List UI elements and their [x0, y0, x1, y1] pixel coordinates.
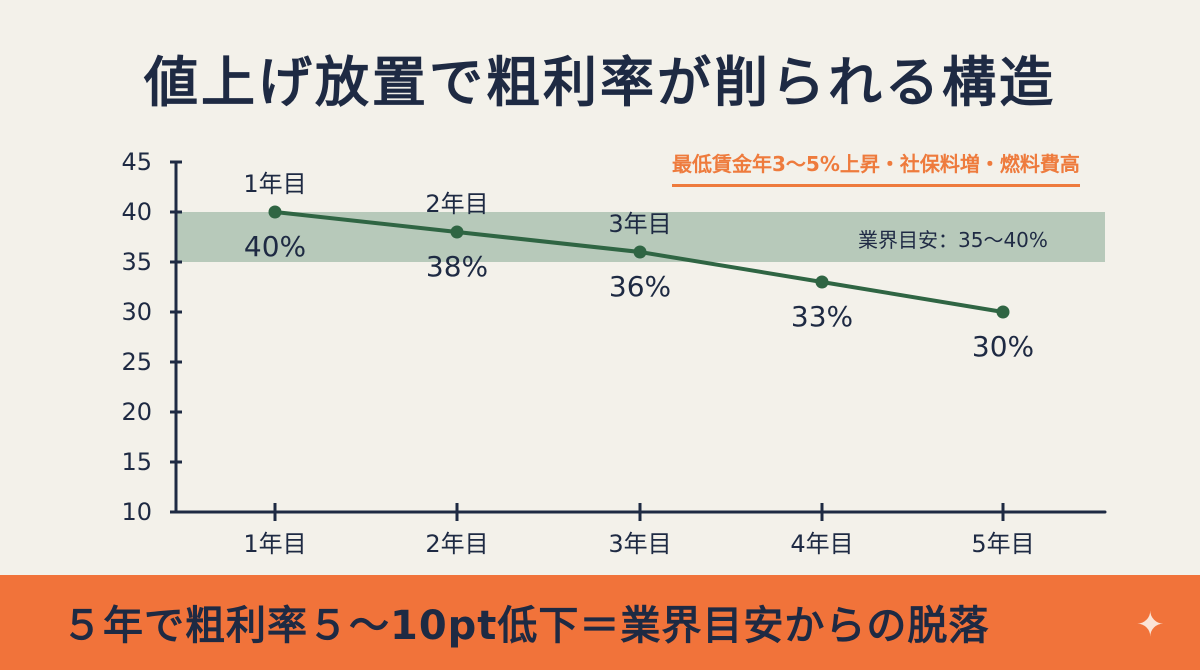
x-tick-label: 1年目	[243, 530, 306, 558]
y-tick-label: 20	[121, 398, 152, 426]
point-year-label: 3年目	[608, 210, 671, 238]
band-label: 業界目安：35～40%	[858, 228, 1048, 252]
y-tick-label: 15	[121, 448, 152, 476]
data-label: 36%	[609, 270, 671, 303]
y-tick-label: 40	[121, 198, 152, 226]
data-label: 33%	[791, 300, 853, 333]
data-label: 30%	[972, 330, 1034, 363]
chart-title: 値上げ放置で粗利率が削られる構造	[144, 51, 1056, 114]
cost-pressure-note: 最低賃金年3～5%上昇・社保料増・燃料費高	[672, 148, 1080, 187]
line-chart: 10 15 20 25 30 35 40 45 1年目 2年目 3年目 4年目 5年目 40% 38% 36%…	[121, 148, 1107, 558]
data-point	[450, 225, 464, 239]
x-tick-label: 5年目	[971, 530, 1034, 558]
summary-text: ５年で粗利率５～10pt低下＝業界目安からの脱落	[62, 603, 990, 649]
x-tick-label: 4年目	[790, 530, 853, 558]
y-tick-label: 45	[121, 148, 152, 176]
data-point	[815, 275, 829, 289]
data-point	[633, 245, 647, 259]
point-year-label: 1年目	[243, 170, 306, 198]
y-tick-label: 10	[121, 498, 152, 526]
sparkle-icon: ✦	[1136, 605, 1165, 645]
y-tick-label: 35	[121, 248, 152, 276]
data-point	[268, 205, 282, 219]
y-tick-label: 30	[121, 298, 152, 326]
data-point	[996, 305, 1010, 319]
data-label: 38%	[426, 250, 488, 283]
summary-banner: ５年で粗利率５～10pt低下＝業界目安からの脱落 ✦	[0, 575, 1200, 670]
data-label: 40%	[244, 230, 306, 263]
point-year-label: 2年目	[425, 190, 488, 218]
x-tick-label: 3年目	[608, 530, 671, 558]
x-tick-label: 2年目	[425, 530, 488, 558]
y-tick-label: 25	[121, 348, 152, 376]
